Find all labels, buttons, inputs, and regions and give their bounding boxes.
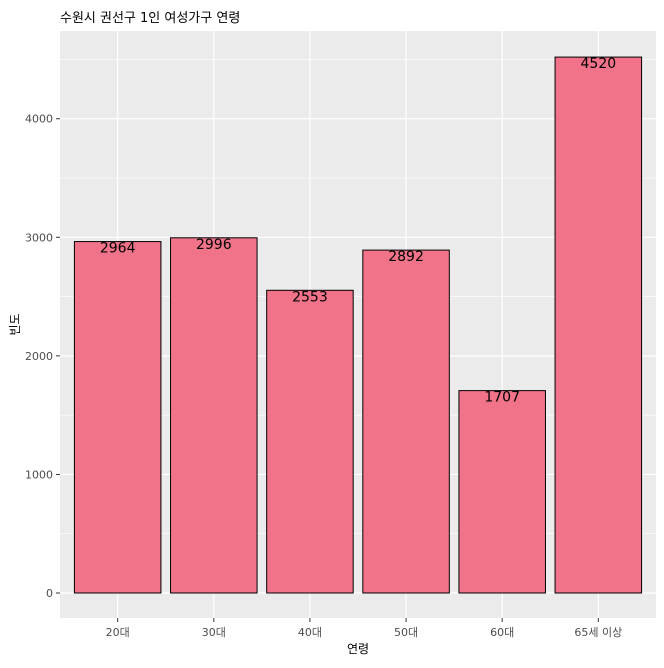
bar-value-label: 2996 bbox=[196, 237, 232, 253]
bar-50대 bbox=[362, 249, 450, 594]
bar-65세 이상 bbox=[554, 56, 643, 594]
x-tick-label: 50대 bbox=[394, 626, 418, 639]
bar-value-label: 4520 bbox=[581, 56, 617, 72]
y-tick-label: 4000 bbox=[25, 113, 53, 126]
y-tick-label: 2000 bbox=[25, 350, 53, 363]
y-axis-title: 빈도 bbox=[8, 313, 22, 335]
bar-30대 bbox=[170, 237, 258, 594]
bar-value-label: 2964 bbox=[100, 241, 136, 257]
x-axis-title: 연령 bbox=[347, 642, 369, 656]
x-tick-label: 40대 bbox=[298, 626, 322, 639]
x-tick-label: 20대 bbox=[106, 626, 130, 639]
x-tick-label: 30대 bbox=[202, 626, 226, 639]
chart-title: 수원시 권선구 1인 여성가구 연령 bbox=[60, 11, 240, 26]
bar-40대 bbox=[266, 289, 354, 594]
y-tick-label: 0 bbox=[46, 587, 53, 600]
x-axis: 20대 30대 40대 50대 60대 65세 이상 bbox=[106, 618, 622, 639]
y-axis: 0 1000 2000 3000 4000 bbox=[25, 113, 60, 600]
bars-group bbox=[73, 56, 643, 594]
y-tick-label: 3000 bbox=[25, 231, 53, 244]
x-tick-label: 65세 이상 bbox=[574, 626, 622, 639]
bar-value-label: 1707 bbox=[484, 390, 520, 406]
y-tick-label: 1000 bbox=[25, 468, 53, 481]
bar-60대 bbox=[458, 390, 546, 594]
bar-value-label: 2892 bbox=[388, 249, 424, 265]
x-tick-label: 60대 bbox=[490, 626, 514, 639]
bar-20대 bbox=[73, 241, 162, 594]
bar-labels-group: 2964 2996 2553 2892 1707 4520 bbox=[100, 56, 616, 406]
bar-value-label: 2553 bbox=[292, 289, 328, 305]
